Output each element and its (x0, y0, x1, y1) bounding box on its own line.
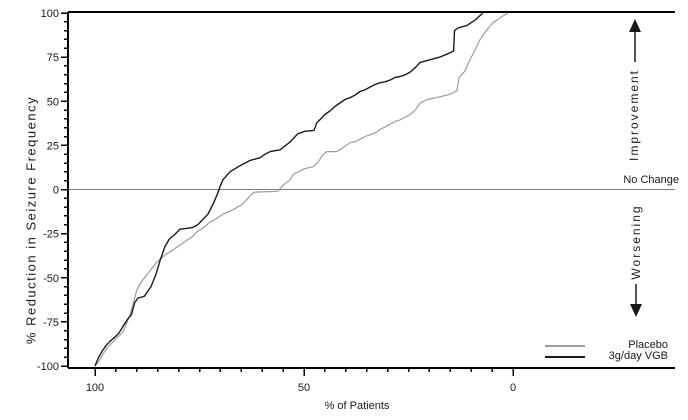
x-tick-label: 0 (510, 382, 516, 394)
down-arrow-icon (630, 284, 642, 317)
up-arrow-icon (629, 19, 641, 62)
y-tick-label: 0 (53, 185, 59, 197)
y-tick-label: 50 (47, 96, 59, 108)
no-change-annotation: No Change (623, 174, 679, 186)
y-tick-label: -100 (37, 361, 59, 373)
placebo-line-swatch (545, 344, 585, 347)
y-axis-title: % Reduction in Seizure Frequency (23, 95, 39, 345)
x-tick-label: 50 (298, 382, 310, 394)
x-tick-label: 100 (86, 382, 104, 394)
x-axis-title: % of Patients (324, 400, 390, 412)
legend-item-placebo: Placebo (545, 340, 668, 351)
series-line-placebo (94, 12, 509, 367)
improvement-annotation: Improvement (627, 68, 641, 162)
worsening-annotation: Worsening (629, 204, 643, 280)
y-tick-label: 100 (41, 8, 59, 20)
y-tick-label: -25 (43, 229, 59, 241)
series-line-3g-day-vgb (94, 12, 484, 367)
y-tick-label: 75 (47, 52, 59, 64)
legend: Placebo 3g/day VGB (545, 340, 668, 362)
x-axis-ticks (94, 368, 514, 376)
legend-label-vgb: 3g/day VGB (608, 350, 668, 362)
legend-label-placebo: Placebo (628, 339, 668, 351)
y-axis-ticks (61, 12, 68, 367)
y-tick-label: 25 (47, 140, 59, 152)
legend-item-vgb: 3g/day VGB (545, 351, 668, 362)
vgb-line-swatch (545, 355, 585, 358)
y-tick-label: -50 (43, 273, 59, 285)
y-tick-label: -75 (43, 317, 59, 329)
